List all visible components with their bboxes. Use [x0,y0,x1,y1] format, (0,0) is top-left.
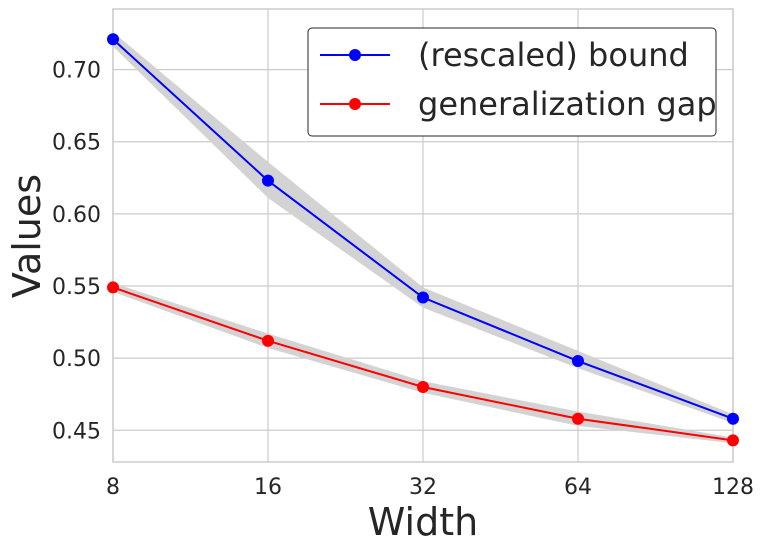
point-rescaled-bound [262,174,274,187]
legend-box [307,27,717,137]
point-rescaled-bound [572,355,584,368]
y-tick-label: 0.50 [52,347,101,372]
series-points [107,33,739,447]
x-tick-labels: 8 16 32 64 128 [106,475,754,500]
confidence-bands [113,32,733,444]
point-generalization-gap [572,412,584,425]
y-tick-label: 0.45 [52,419,101,444]
point-generalization-gap [727,434,739,447]
y-axis-label: Values [5,174,49,298]
legend: (rescaled) bound generalization gap [307,27,717,137]
x-tick-label: 32 [409,475,437,500]
y-tick-label: 0.65 [52,131,101,156]
plot-frame [112,8,734,463]
x-tick-label: 16 [254,475,282,500]
band-generalization-gap [113,283,733,444]
point-rescaled-bound [417,291,429,304]
y-tick-labels: 0.45 0.50 0.55 0.60 0.65 0.70 [52,59,101,445]
point-rescaled-bound [107,33,119,46]
x-tick-label: 8 [106,475,120,500]
point-generalization-gap [262,334,274,347]
x-tick-label: 128 [712,475,754,500]
y-tick-label: 0.55 [52,275,101,300]
point-generalization-gap [107,281,119,294]
legend-marker-rescaled-bound [349,49,361,61]
legend-label-rescaled-bound: (rescaled) bound [418,36,689,74]
x-axis-label: Width [368,500,478,544]
y-tick-label: 0.60 [52,203,101,228]
point-rescaled-bound [727,412,739,425]
legend-marker-generalization-gap [349,98,361,110]
x-tick-label: 64 [564,475,592,500]
legend-label-generalization-gap: generalization gap [418,85,717,123]
point-generalization-gap [417,380,429,393]
y-tick-label: 0.70 [52,59,101,84]
